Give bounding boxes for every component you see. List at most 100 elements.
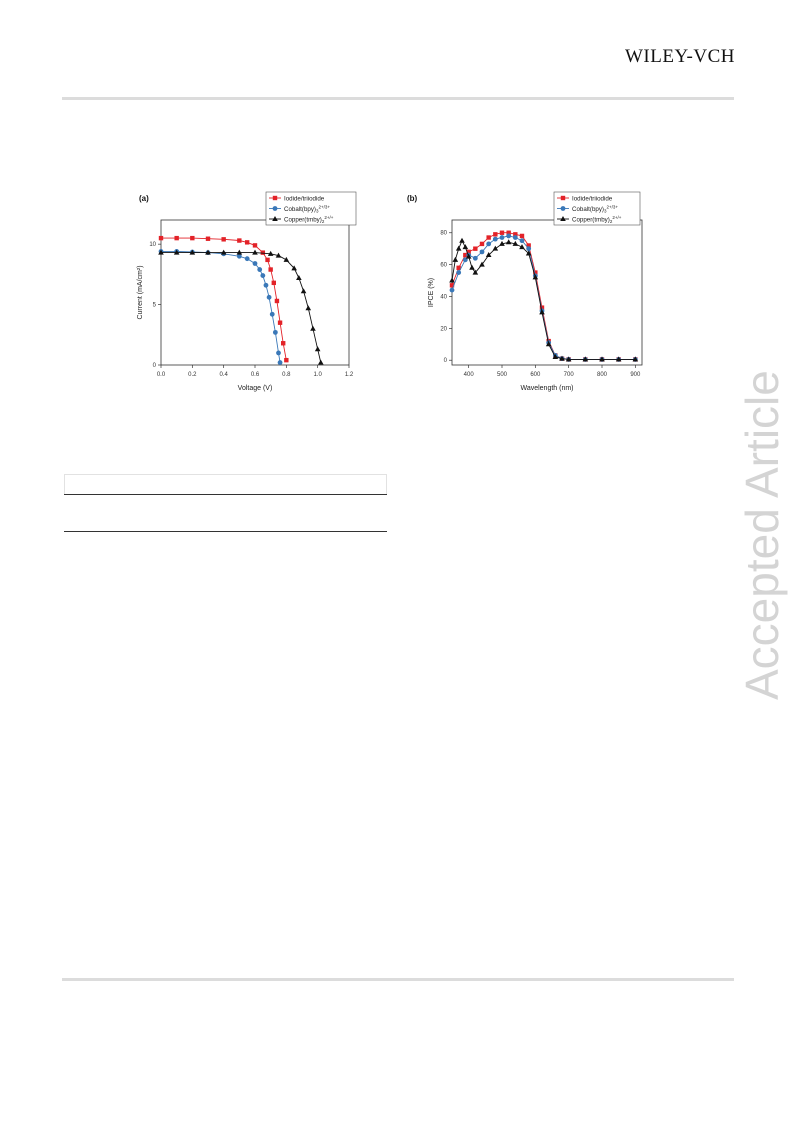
data-point <box>615 356 622 362</box>
data-point <box>492 245 499 251</box>
data-point <box>449 287 455 293</box>
series-line <box>451 239 636 360</box>
data-point <box>220 249 227 255</box>
data-point <box>252 249 258 255</box>
data-point <box>462 244 469 250</box>
data-point <box>173 249 180 255</box>
table-frame <box>64 474 387 494</box>
legend-label: Iodide/triiodide <box>284 196 325 203</box>
data-point <box>272 206 278 211</box>
x-tick-label: 0.2 <box>188 372 197 378</box>
data-point <box>244 256 250 262</box>
data-point <box>539 309 545 315</box>
data-point <box>479 241 485 247</box>
x-tick-label: 500 <box>497 372 508 378</box>
data-point <box>499 240 505 246</box>
data-point <box>545 341 552 347</box>
ipce-chart-b: (b) 400 500 600 700 800 900 0 20 40 60 80 Wavelength… <box>407 191 643 392</box>
data-point <box>318 359 324 365</box>
header-divider <box>62 97 734 100</box>
data-point <box>456 265 461 271</box>
data-point <box>512 235 518 240</box>
data-point <box>512 240 519 246</box>
data-point <box>499 230 505 235</box>
footer-divider <box>62 978 734 981</box>
series-circle <box>158 249 283 365</box>
data-point <box>284 357 289 363</box>
data-point <box>599 356 605 362</box>
legend-label: Cobalt(bpy)32+/3+ <box>572 205 618 214</box>
data-point <box>260 273 266 278</box>
data-point <box>252 261 258 266</box>
data-point <box>272 329 278 335</box>
data-point <box>265 257 270 263</box>
data-point <box>539 305 545 310</box>
data-point <box>269 311 275 317</box>
data-point <box>310 325 316 331</box>
data-point <box>189 249 196 255</box>
data-point <box>560 206 566 211</box>
data-point <box>513 232 518 237</box>
data-point <box>452 256 459 262</box>
legend-label: Copper(tmby)22+/+ <box>284 215 334 224</box>
data-point <box>449 277 455 283</box>
data-point <box>281 341 286 346</box>
data-point <box>237 238 242 243</box>
y-tick-label: 10 <box>149 242 156 248</box>
data-point <box>486 241 492 247</box>
data-point <box>486 235 491 240</box>
data-point <box>466 249 471 255</box>
x-tick-label: 400 <box>464 372 475 378</box>
data-point <box>244 240 250 245</box>
data-point <box>499 235 505 240</box>
data-point <box>267 250 274 256</box>
data-point <box>205 249 211 255</box>
series-circle <box>449 233 638 362</box>
data-point <box>266 294 272 300</box>
data-point <box>565 356 572 362</box>
data-point <box>277 320 283 325</box>
series-triangle <box>158 249 324 365</box>
data-point <box>449 283 455 288</box>
data-point <box>236 249 243 255</box>
series-line <box>161 237 287 361</box>
table-top-rule <box>64 494 387 495</box>
series-line <box>161 252 322 363</box>
data-point <box>276 350 281 356</box>
x-tick-label: 600 <box>530 372 541 378</box>
data-point <box>257 267 263 272</box>
x-tick-label: 1.2 <box>345 372 354 378</box>
x-tick-label: 0.8 <box>282 372 291 378</box>
data-point <box>519 238 525 244</box>
data-point <box>479 261 485 267</box>
panel-label: (b) <box>407 194 418 203</box>
data-point <box>472 269 479 275</box>
y-tick-label: 5 <box>153 303 157 309</box>
data-point <box>493 232 498 237</box>
data-point <box>506 233 512 239</box>
series-square <box>158 235 289 363</box>
data-point <box>485 252 492 258</box>
y-tick-label: 40 <box>440 294 447 300</box>
data-point <box>473 246 478 251</box>
series-square <box>449 230 638 362</box>
data-point <box>526 246 532 252</box>
data-point <box>305 305 312 311</box>
data-point <box>314 346 321 352</box>
data-point <box>271 280 276 286</box>
legend-label: Copper(tmby)22+/+ <box>572 215 622 224</box>
data-point <box>552 354 559 360</box>
data-point <box>456 270 462 275</box>
data-point <box>158 235 164 241</box>
data-point <box>469 264 475 270</box>
data-point <box>221 237 226 242</box>
data-point <box>465 253 472 259</box>
series-line <box>451 235 636 360</box>
data-point <box>272 195 278 201</box>
data-point <box>526 243 531 248</box>
data-point <box>459 237 465 243</box>
data-point <box>632 356 639 362</box>
data-point <box>277 360 283 365</box>
data-point <box>472 255 478 261</box>
x-tick-label: 1.0 <box>313 372 322 378</box>
